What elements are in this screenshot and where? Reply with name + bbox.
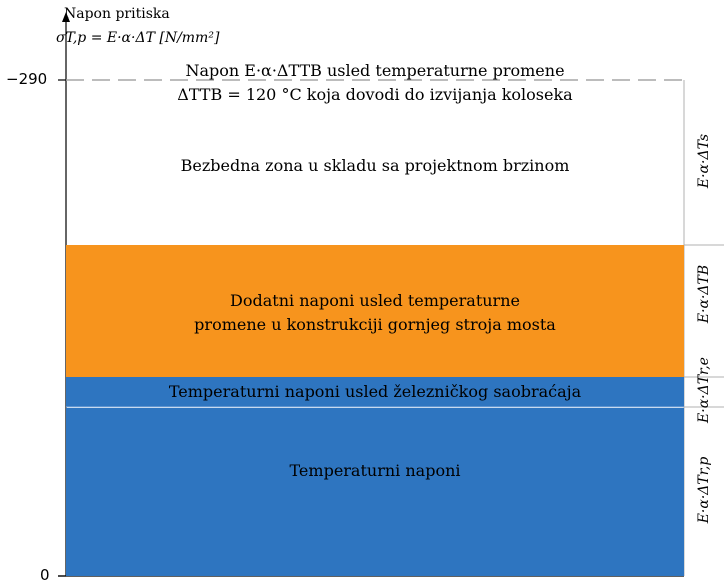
- temperature-stress-zone: [66, 408, 684, 576]
- tick-label-top: −290: [6, 70, 48, 88]
- buckling-line-label-2: ΔTTB = 120 °C koja dovodi do izvijanja k…: [177, 85, 573, 104]
- safe-zone-label: Bezbedna zona u skladu sa projektnom brz…: [180, 156, 570, 175]
- y-axis-title: Napon pritiska: [64, 6, 170, 22]
- additional-zone-label-2: promene u konstrukciji gornjeg stroja mo…: [194, 315, 556, 334]
- side-label-re: E·α·ΔTr,e: [696, 357, 712, 423]
- side-label-rp: E·α·ΔTr,p: [696, 456, 712, 524]
- formula-text: σT,p = E·α·ΔT [N/mm²]: [56, 30, 220, 46]
- rail-traffic-zone: [66, 377, 684, 407]
- additional-zone-label-1: Dodatni naponi usled temperaturne: [230, 291, 520, 310]
- y-axis-arrow: [62, 12, 70, 22]
- side-label-s: E·α·ΔTs: [696, 133, 712, 189]
- temperature-zone-label: Temperaturni naponi: [289, 461, 461, 480]
- additional-stress-zone: [66, 245, 684, 377]
- buckling-line-label-1: Napon E·α·ΔTTB usled temperaturne promen…: [185, 61, 565, 80]
- side-label-b: E·α·ΔTB: [696, 264, 712, 324]
- tick-label-bottom: 0: [40, 566, 50, 584]
- y-axis-formula: σT,p = E·α·ΔT [N/mm²]: [56, 30, 219, 46]
- rail-traffic-zone-label: Temperaturni naponi usled železničkog sa…: [168, 382, 582, 401]
